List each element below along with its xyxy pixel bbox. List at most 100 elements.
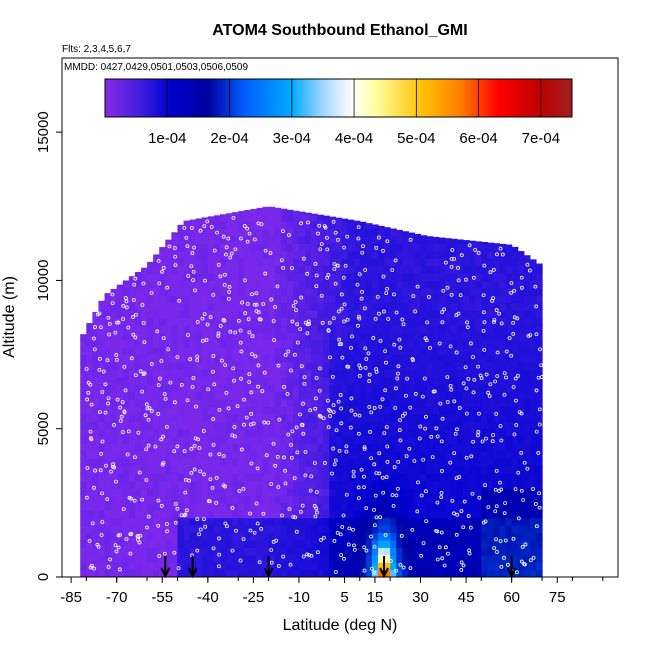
curtain-cell xyxy=(323,547,330,556)
curtain-cell xyxy=(402,258,409,267)
curtain-cell xyxy=(177,458,185,467)
curtain-cell xyxy=(122,473,130,482)
curtain-cell xyxy=(432,510,440,519)
curtain-cell xyxy=(456,302,464,311)
curtain-cell xyxy=(305,317,312,326)
sample-point xyxy=(250,334,255,338)
curtain-cell xyxy=(244,324,251,333)
sample-point xyxy=(193,288,197,293)
curtain-cell xyxy=(463,339,470,348)
curtain-cell xyxy=(359,339,367,348)
curtain-cell xyxy=(292,495,300,504)
curtain-cell xyxy=(305,391,312,400)
curtain-cell xyxy=(402,428,409,437)
curtain-cell xyxy=(317,465,324,474)
sample-point xyxy=(495,374,500,378)
curtain-cell xyxy=(341,488,349,497)
curtain-cell xyxy=(213,310,221,319)
curtain-cell xyxy=(195,273,203,282)
curtain-cell xyxy=(535,295,543,304)
curtain-cell xyxy=(128,554,136,563)
curtain-cell xyxy=(432,265,440,274)
sample-point xyxy=(321,535,326,540)
curtain-cell xyxy=(201,347,209,356)
curtain-cell xyxy=(219,273,227,282)
curtain-cell xyxy=(335,369,343,378)
curtain-cell xyxy=(92,517,100,526)
curtain-cell xyxy=(122,539,130,548)
sample-point xyxy=(443,545,448,550)
sample-point xyxy=(221,317,226,322)
sample-point xyxy=(140,497,144,502)
sample-point xyxy=(427,295,431,299)
curtain-cell xyxy=(140,510,148,519)
curtain-cell xyxy=(219,436,227,445)
curtain-cell xyxy=(420,332,428,341)
curtain-cell xyxy=(274,539,282,548)
curtain-cell xyxy=(450,562,458,571)
curtain-cell xyxy=(487,317,495,326)
curtain-cell xyxy=(311,436,318,445)
sample-point xyxy=(221,234,226,239)
curtain-cell xyxy=(256,384,264,393)
sample-point xyxy=(511,536,516,541)
curtain-cell xyxy=(444,302,452,311)
curtain-cell xyxy=(201,302,209,311)
curtain-cell xyxy=(159,547,166,556)
sample-point xyxy=(490,298,494,303)
sample-point xyxy=(88,382,93,387)
sample-point xyxy=(269,548,274,552)
curtain-cell xyxy=(311,532,318,541)
sample-point xyxy=(301,554,306,559)
sample-point xyxy=(195,354,200,359)
curtain-cell xyxy=(262,480,270,489)
curtain-cell xyxy=(311,235,318,244)
curtain-cell xyxy=(86,450,93,459)
curtain-cell xyxy=(250,525,258,534)
sample-point xyxy=(202,472,206,477)
curtain-cell xyxy=(414,250,422,259)
sample-point xyxy=(488,382,493,387)
curtain-cell xyxy=(347,569,355,577)
curtain-cell xyxy=(481,421,488,430)
curtain-cell xyxy=(256,554,264,563)
curtain-cell xyxy=(390,569,397,577)
curtain-cell xyxy=(463,517,470,526)
sample-point xyxy=(145,525,149,530)
sample-point xyxy=(502,555,506,560)
curtain-cell xyxy=(511,532,519,541)
curtain-cell xyxy=(511,525,519,534)
curtain-cell xyxy=(456,436,464,445)
curtain-cell xyxy=(456,295,464,304)
sample-point xyxy=(285,392,290,396)
curtain-cell xyxy=(408,399,416,408)
curtain-cell xyxy=(165,250,172,259)
curtain-cell xyxy=(183,221,191,230)
curtain-cell xyxy=(256,369,264,378)
curtain-cell xyxy=(238,287,245,296)
curtain-cell xyxy=(450,428,458,437)
curtain-cell xyxy=(98,361,106,370)
curtain-cell xyxy=(420,324,428,333)
sample-point xyxy=(283,353,288,357)
curtain-cell xyxy=(365,391,373,400)
curtain-cell xyxy=(274,354,282,363)
curtain-cell xyxy=(232,339,239,348)
curtain-cell xyxy=(171,324,179,333)
curtain-cell xyxy=(153,384,160,393)
curtain-cell xyxy=(444,450,452,459)
sample-point xyxy=(185,398,190,403)
sample-point xyxy=(372,570,377,575)
curtain-cell xyxy=(140,287,148,296)
curtain-cell xyxy=(450,354,458,363)
curtain-cell xyxy=(92,525,100,534)
curtain-cell xyxy=(195,280,203,289)
curtain-cell xyxy=(414,406,422,415)
curtain-cell xyxy=(177,399,185,408)
sample-point xyxy=(314,490,319,495)
sample-point xyxy=(408,237,413,242)
curtain-cell xyxy=(420,480,428,489)
sample-point xyxy=(248,511,252,516)
sample-point xyxy=(528,333,533,338)
curtain-cell xyxy=(329,569,337,577)
